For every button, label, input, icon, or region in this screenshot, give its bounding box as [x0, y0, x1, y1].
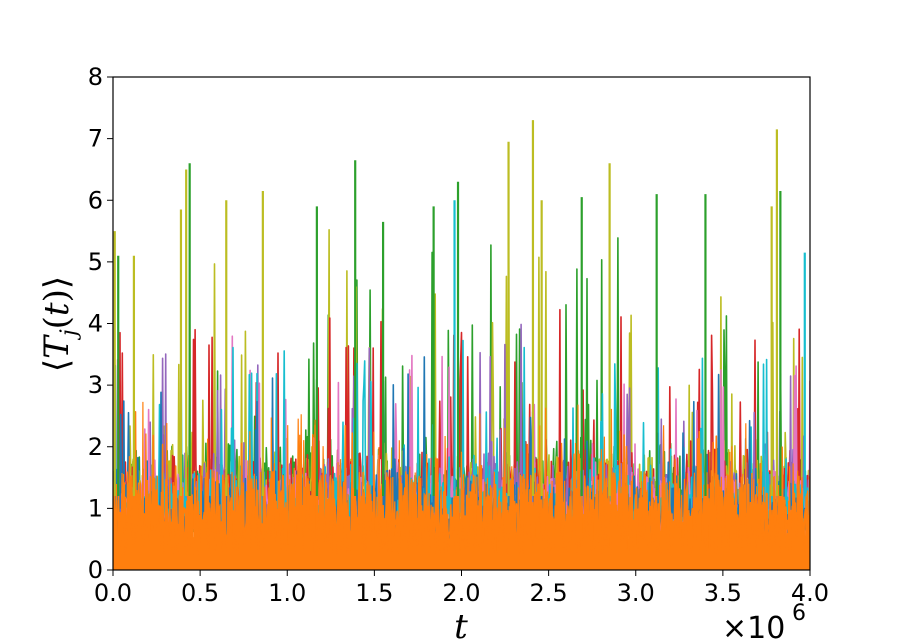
y-label-paren-open: (	[37, 316, 77, 329]
x-axis-label: t	[454, 607, 468, 641]
y-label-t: t	[37, 302, 77, 316]
x-tick-label: 4.0	[791, 579, 829, 607]
x-tick-label: 3.5	[704, 579, 742, 607]
orange-base-band	[113, 401, 810, 570]
y-tick-label: 6	[88, 186, 103, 214]
x-multiplier-exponent: 6	[792, 601, 806, 626]
x-multiplier-base: ×10	[722, 611, 785, 641]
x-tick-label: 1.5	[355, 579, 393, 607]
series-layer	[113, 120, 810, 570]
y-label-T: T	[37, 334, 77, 359]
y-label-close: )⟩	[37, 276, 77, 303]
y-tick-label: 1	[88, 494, 103, 522]
x-multiplier: ×10 6	[722, 601, 806, 641]
x-tick-label: 0.0	[94, 579, 132, 607]
y-tick-label: 4	[88, 310, 103, 338]
y-tick-label: 0	[88, 556, 103, 584]
y-tick-label: 5	[88, 248, 103, 276]
x-tick-label: 0.5	[181, 579, 219, 607]
y-axis: 0 1 2 3 4 5 6 7 8	[88, 63, 113, 584]
x-tick-label: 3.0	[617, 579, 655, 607]
y-tick-label: 2	[88, 433, 103, 461]
x-tick-label: 2.0	[442, 579, 480, 607]
x-tick-label: 1.0	[268, 579, 306, 607]
y-label-open: ⟨	[37, 359, 77, 372]
svg-text:⟨Tj(t)⟩: ⟨Tj(t)⟩	[37, 276, 82, 372]
y-tick-label: 7	[88, 125, 103, 153]
y-axis-label: ⟨Tj(t)⟩	[37, 276, 82, 372]
x-tick-label: 2.5	[530, 579, 568, 607]
y-tick-label: 3	[88, 371, 103, 399]
y-tick-label: 8	[88, 63, 103, 91]
x-axis: 0.0 0.5 1.0 1.5 2.0 2.5 3.0 3.5 4.0	[94, 570, 829, 607]
